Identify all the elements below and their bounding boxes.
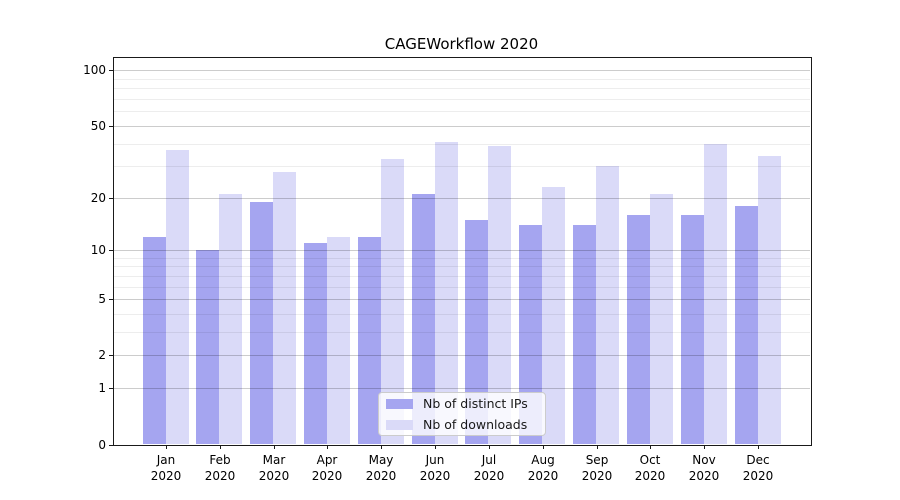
y-tick-mark — [109, 250, 113, 251]
x-tick-mark — [327, 445, 328, 449]
x-tick-label: Nov 2020 — [688, 453, 720, 483]
legend-swatch-distinct-ips — [386, 398, 413, 409]
x-tick-label: Sep 2020 — [581, 453, 613, 483]
gridline-minor — [114, 266, 810, 267]
gridline-minor — [114, 166, 810, 167]
gridline-minor — [114, 99, 810, 100]
x-tick-label: Aug 2020 — [527, 453, 559, 483]
gridline-minor — [114, 276, 810, 277]
x-tick-label: Jun 2020 — [419, 453, 451, 483]
bar-downloads-dec — [758, 156, 781, 444]
gridline-minor — [114, 144, 810, 145]
y-tick-mark — [109, 70, 113, 71]
x-tick-mark — [597, 445, 598, 449]
gridline-minor — [114, 287, 810, 288]
x-tick-mark — [758, 445, 759, 449]
gridline-minor — [114, 79, 810, 80]
y-tick-mark — [109, 126, 113, 127]
bar-distinct-ips-aug — [519, 225, 542, 444]
legend-label-distinct-ips: Nb of distinct IPs — [423, 396, 528, 411]
legend-item-distinct-ips: Nb of distinct IPs — [386, 395, 545, 413]
x-tick-label: Feb 2020 — [204, 453, 236, 483]
y-tick-label: 2 — [98, 348, 106, 362]
legend-label-downloads: Nb of downloads — [423, 417, 528, 432]
y-tick-label: 5 — [98, 292, 106, 306]
bar-distinct-ips-mar — [250, 202, 273, 444]
x-tick-mark — [435, 445, 436, 449]
bar-distinct-ips-dec — [735, 206, 758, 444]
x-tick-label: Jul 2020 — [473, 453, 505, 483]
bar-distinct-ips-nov — [681, 215, 704, 444]
legend-item-downloads: Nb of downloads — [386, 416, 545, 434]
gridline-major — [114, 70, 810, 71]
gridline-minor — [114, 111, 810, 112]
gridline-major — [114, 355, 810, 356]
x-tick-mark — [650, 445, 651, 449]
gridline-minor — [114, 314, 810, 315]
gridline-major — [114, 388, 810, 389]
x-tick-mark — [543, 445, 544, 449]
x-tick-mark — [166, 445, 167, 449]
bar-distinct-ips-jun — [412, 194, 435, 444]
bar-downloads-feb — [219, 194, 242, 444]
y-tick-mark — [109, 198, 113, 199]
y-tick-label: 50 — [90, 119, 106, 133]
bar-downloads-may — [381, 159, 404, 444]
x-tick-label: May 2020 — [365, 453, 397, 483]
y-tick-label: 0 — [98, 438, 106, 452]
gridline-minor — [114, 88, 810, 89]
bar-downloads-jan — [166, 150, 189, 444]
gridline-major — [114, 198, 810, 199]
bar-downloads-mar — [273, 172, 296, 444]
bar-distinct-ips-feb — [196, 250, 219, 444]
x-tick-label: Jan 2020 — [150, 453, 182, 483]
x-tick-label: Dec 2020 — [742, 453, 774, 483]
bar-downloads-jul — [488, 146, 511, 444]
y-tick-label: 10 — [90, 243, 106, 257]
gridline-minor — [114, 258, 810, 259]
y-tick-mark — [109, 388, 113, 389]
chart-title: CAGEWorkflow 2020 — [384, 35, 539, 53]
gridline-major — [114, 250, 810, 251]
y-tick-label: 1 — [98, 381, 106, 395]
bar-downloads-oct — [650, 194, 673, 444]
x-tick-label: Apr 2020 — [311, 453, 343, 483]
gridline-major — [114, 126, 810, 127]
x-tick-label: Mar 2020 — [258, 453, 290, 483]
bar-distinct-ips-jul — [465, 220, 488, 444]
legend: Nb of distinct IPs Nb of downloads — [378, 392, 546, 436]
bar-distinct-ips-jan — [143, 237, 166, 444]
bar-downloads-apr — [327, 237, 350, 444]
x-tick-mark — [489, 445, 490, 449]
bar-downloads-jun — [435, 142, 458, 444]
y-tick-mark — [109, 355, 113, 356]
bar-distinct-ips-apr — [304, 243, 327, 444]
bar-distinct-ips-sep — [573, 225, 596, 444]
x-tick-mark — [220, 445, 221, 449]
gridline-minor — [114, 332, 810, 333]
gridline-major — [114, 299, 810, 300]
legend-swatch-downloads — [386, 419, 413, 430]
bar-downloads-aug — [542, 187, 565, 444]
bar-distinct-ips-may — [358, 237, 381, 444]
x-tick-mark — [704, 445, 705, 449]
y-tick-mark — [109, 299, 113, 300]
bar-downloads-nov — [704, 144, 727, 444]
x-tick-mark — [274, 445, 275, 449]
bar-downloads-sep — [596, 166, 619, 444]
y-tick-label: 20 — [90, 191, 106, 205]
x-tick-mark — [381, 445, 382, 449]
bar-distinct-ips-oct — [627, 215, 650, 444]
x-tick-label: Oct 2020 — [634, 453, 666, 483]
y-tick-mark — [109, 445, 113, 446]
y-tick-label: 100 — [83, 63, 106, 77]
